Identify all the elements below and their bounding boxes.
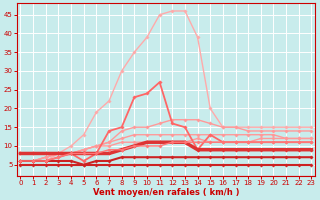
X-axis label: Vent moyen/en rafales ( km/h ): Vent moyen/en rafales ( km/h ): [93, 188, 239, 197]
